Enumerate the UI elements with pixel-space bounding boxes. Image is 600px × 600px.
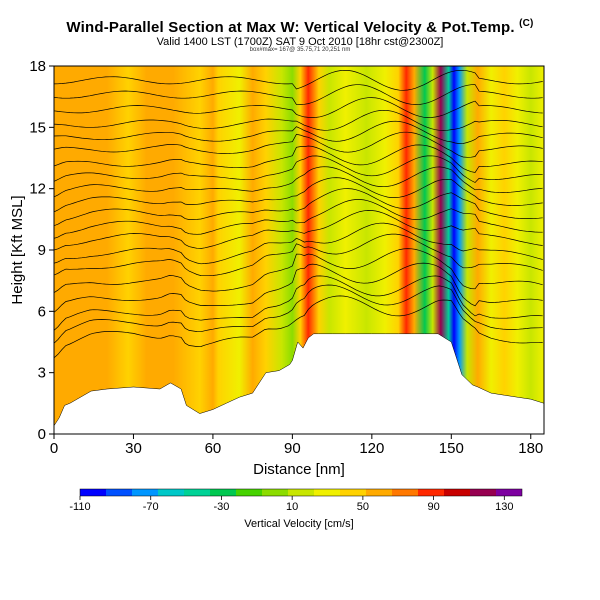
contour-line bbox=[54, 295, 543, 359]
colorbar-tick-label: 10 bbox=[286, 501, 298, 513]
x-tick-label: 0 bbox=[50, 440, 58, 457]
contour-line bbox=[54, 120, 543, 144]
colorbar-tick-label: 130 bbox=[495, 501, 513, 513]
y-tick-label: 9 bbox=[38, 242, 46, 259]
colorbar-tick-label: -30 bbox=[213, 501, 229, 513]
contour-line bbox=[54, 166, 543, 198]
colorbar-tick-label: 50 bbox=[357, 501, 369, 513]
contour-line bbox=[54, 131, 543, 158]
plot-area bbox=[53, 65, 545, 435]
terrain bbox=[53, 333, 545, 435]
contour-line bbox=[54, 97, 543, 118]
colorbar-tick-label: -70 bbox=[143, 501, 159, 513]
colorbar: -110 -70 -30 10 50 90 130 Vertical Velocity [c… bbox=[69, 488, 523, 530]
chart-title-text: Wind-Parallel Section at Max W: Vertical… bbox=[66, 19, 515, 36]
y-tick-label: 15 bbox=[29, 119, 46, 136]
y-tick-label: 0 bbox=[38, 426, 46, 443]
contour-line bbox=[54, 84, 543, 105]
y-tick-label: 6 bbox=[38, 303, 46, 320]
contour-line bbox=[54, 155, 543, 183]
x-tick-label: 120 bbox=[359, 440, 384, 457]
x-axis: 0 30 60 90 120 150 180 bbox=[50, 434, 543, 457]
colorbar-tick-label: -110 bbox=[69, 501, 90, 513]
colorbar-tick-label: 90 bbox=[427, 501, 439, 513]
contour-line bbox=[54, 199, 543, 239]
x-tick-label: 60 bbox=[205, 440, 222, 457]
contour-line bbox=[54, 177, 543, 213]
contour-line bbox=[54, 210, 543, 251]
y-axis: 0 3 6 9 12 15 18 bbox=[29, 58, 54, 443]
x-tick-label: 90 bbox=[284, 440, 301, 457]
x-tick-label: 180 bbox=[518, 440, 543, 457]
colorbar-ticks: -110 -70 -30 10 50 90 130 bbox=[69, 496, 513, 513]
copyright-mark: (C) bbox=[519, 18, 534, 29]
y-tick-label: 12 bbox=[29, 181, 46, 198]
x-tick-label: 150 bbox=[439, 440, 464, 457]
contour-line bbox=[54, 275, 543, 331]
contour-line bbox=[54, 109, 543, 131]
chart-subtitle: Valid 1400 LST (1700Z) SAT 9 Oct 2010 [1… bbox=[156, 36, 444, 48]
contour-line bbox=[54, 262, 543, 313]
colorbar-label: Vertical Velocity [cm/s] bbox=[244, 518, 353, 530]
contour-line bbox=[54, 69, 543, 91]
y-tick-label: 3 bbox=[38, 365, 46, 382]
y-axis-label: Height [Kft MSL] bbox=[9, 195, 26, 304]
y-tick-label: 18 bbox=[29, 58, 46, 75]
potential-temperature-contours bbox=[54, 69, 543, 359]
contour-line bbox=[54, 248, 543, 293]
chart-title: Wind-Parallel Section at Max W: Vertical… bbox=[0, 18, 600, 36]
contour-line bbox=[54, 233, 543, 277]
chart-subsubtitle: box#max= 167@ 35.75,71 20,251 nm bbox=[249, 47, 351, 53]
x-axis-label: Distance [nm] bbox=[253, 461, 345, 478]
colorbar-bar bbox=[79, 488, 523, 497]
contour-line bbox=[54, 284, 543, 344]
contour-line bbox=[54, 222, 543, 265]
x-tick-label: 30 bbox=[125, 440, 142, 457]
contour-line bbox=[54, 144, 543, 173]
contour-line bbox=[54, 188, 543, 227]
